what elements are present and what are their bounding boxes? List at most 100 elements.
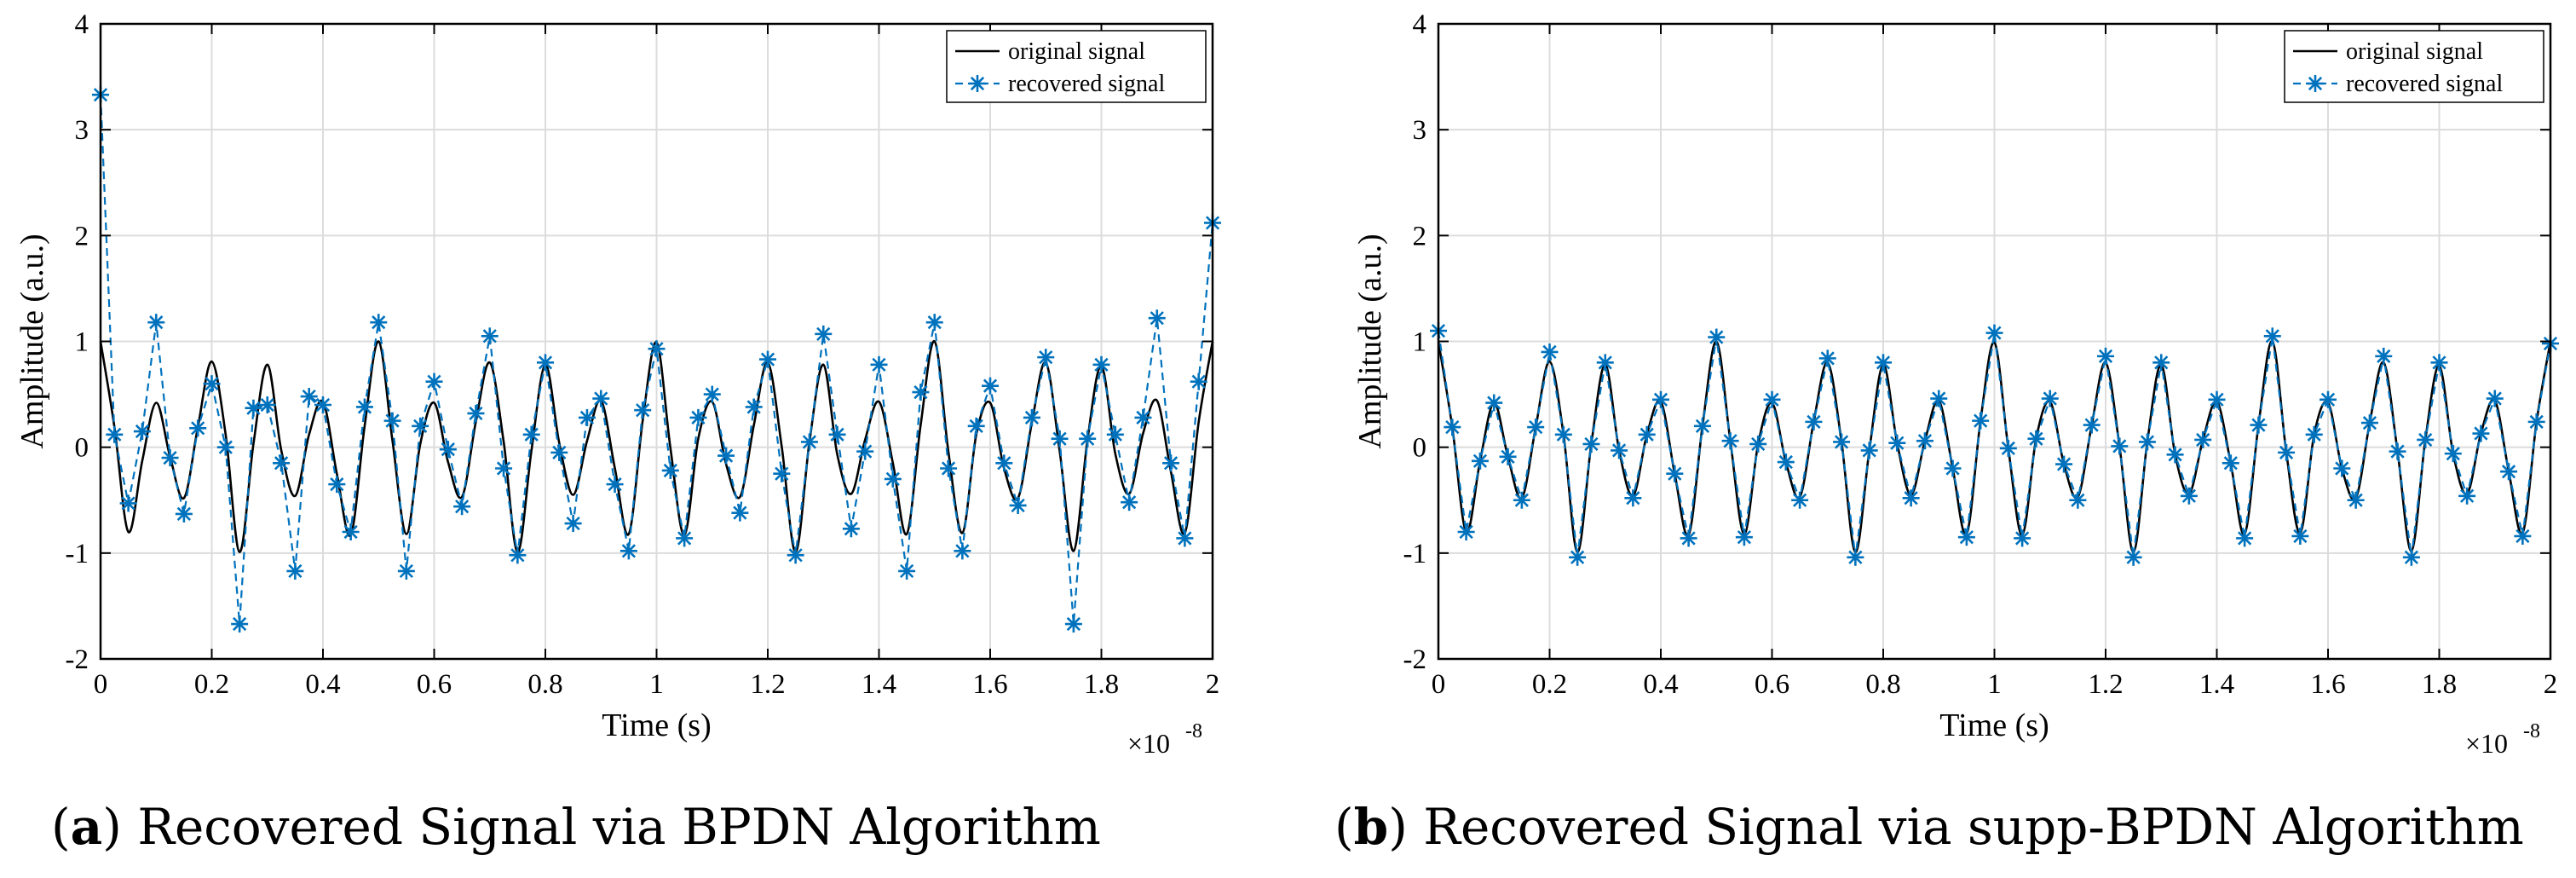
data-point-marker [1916,432,1933,450]
legend-a: original signal recovered signal [946,30,1207,103]
legend-label-original-a: original signal [1008,38,1145,65]
legend-box-a [946,30,1207,103]
data-point-marker [1079,430,1097,448]
data-point-marker [1037,349,1055,367]
data-point-marker [355,398,373,416]
x-scale-exponent-a: -8 [1185,720,1202,742]
data-point-marker [2041,390,2059,407]
caption-panel-label-b: b [1354,798,1389,856]
data-point-marker [1860,442,1878,459]
y-tick-label: 4 [1413,9,1427,40]
data-point-marker [1972,412,1990,430]
data-point-marker [1805,413,1823,430]
data-point-marker [175,505,193,523]
y-tick-label: 1 [1413,327,1427,358]
data-point-marker [1148,309,1166,327]
caption-paren-open-b: ( [1334,798,1354,856]
x-tick-label: 0.6 [417,669,452,700]
legend-label-original-b: original signal [2346,38,2483,65]
data-point-marker [773,465,791,482]
data-point-marker [1064,615,1082,633]
x-axis-label-b: Time (s) [1939,708,2049,743]
data-point-marker [425,373,443,390]
data-point-marker [1791,491,1809,509]
data-point-marker [2430,354,2448,372]
data-point-marker [189,419,207,437]
data-point-marker [2124,548,2142,566]
data-point-marker [1930,390,1948,407]
y-tick-label: 0 [75,433,89,464]
data-point-marker [1554,425,1572,443]
y-tick-label: 4 [75,9,89,40]
data-point-marker [1134,408,1152,426]
data-point-marker [2347,491,2365,509]
x-scale-multiplier-b: ×10 [2465,728,2508,759]
data-point-marker [940,459,958,477]
data-point-marker [925,314,943,332]
data-point-marker [578,408,596,426]
data-point-marker [1092,355,1110,373]
data-point-marker [314,396,331,413]
data-point-marker [481,327,498,345]
data-point-marker [300,388,318,406]
panel-a: 0 0.2 0.4 0.6 0.8 1 1.2 1.4 1.6 1.8 2 -2 -1 0 1 2 3 4 Ti… [14,9,1221,856]
caption-panel-label-a: a [71,798,103,856]
data-point-marker [1513,491,1530,509]
data-point-marker [1471,452,1489,470]
data-point-marker [745,398,763,416]
series-layer-b [1430,322,2559,566]
data-point-marker [856,442,874,460]
x-tick-label: 0 [1432,669,1446,700]
data-point-marker [1652,390,1669,408]
data-point-marker [1693,417,1711,435]
data-point-marker [2514,527,2532,545]
data-point-marker [1763,390,1781,408]
data-point-marker [1888,434,1906,452]
data-point-marker [1596,354,1614,372]
data-point-marker [383,412,401,430]
data-point-marker [2027,430,2045,448]
x-tick-label: 1 [649,669,664,700]
data-point-marker [606,476,624,494]
data-point-marker [2417,430,2435,448]
data-point-marker [2263,327,2281,345]
x-tick-label: 2 [1206,669,1220,700]
x-tick-label: 1.8 [2422,669,2457,700]
xtick-labels-a: 0 0.2 0.4 0.6 0.8 1 1.2 1.4 1.6 1.8 2 [94,669,1220,700]
x-tick-label: 1.6 [972,669,1007,700]
data-point-marker [1818,349,1836,367]
data-point-marker [648,340,666,358]
data-point-marker [2180,487,2198,505]
data-point-marker [1444,419,1461,436]
data-point-marker [370,314,388,332]
data-point-marker [1176,529,1194,547]
data-point-marker [1624,489,1642,507]
data-point-marker [842,520,860,538]
data-point-marker [2111,437,2129,455]
series-markers-recovered-b [1430,322,2559,566]
data-point-marker [2320,390,2337,408]
data-point-marker [550,443,568,461]
data-point-marker [1847,548,1864,566]
y-axis-label-a: Amplitude (a.u.) [14,234,50,448]
data-point-marker [1009,496,1027,514]
caption-paren-close-b: ) [1388,798,1423,856]
data-point-marker [2527,413,2545,430]
data-point-marker [2444,445,2462,463]
data-point-marker [412,417,429,435]
data-point-marker [1541,343,1559,361]
data-point-marker [759,350,776,368]
x-tick-label: 0 [94,669,108,700]
ytick-labels-b: -2 -1 0 1 2 3 4 [1403,9,1427,675]
data-point-marker [995,454,1013,472]
x-tick-label: 2 [2544,669,2558,700]
data-point-marker [1999,439,2017,457]
y-tick-label: -2 [66,644,89,675]
y-tick-label: -1 [1403,539,1427,569]
panel-b: 0 0.2 0.4 0.6 0.8 1 1.2 1.4 1.6 1.8 2 -2 -1 0 1 2 3 4 Ti… [1334,9,2559,856]
y-tick-label: 1 [75,327,89,358]
data-point-marker [216,438,234,456]
y-axis-label-b: Amplitude (a.u.) [1352,234,1388,448]
data-point-marker [1162,454,1180,472]
